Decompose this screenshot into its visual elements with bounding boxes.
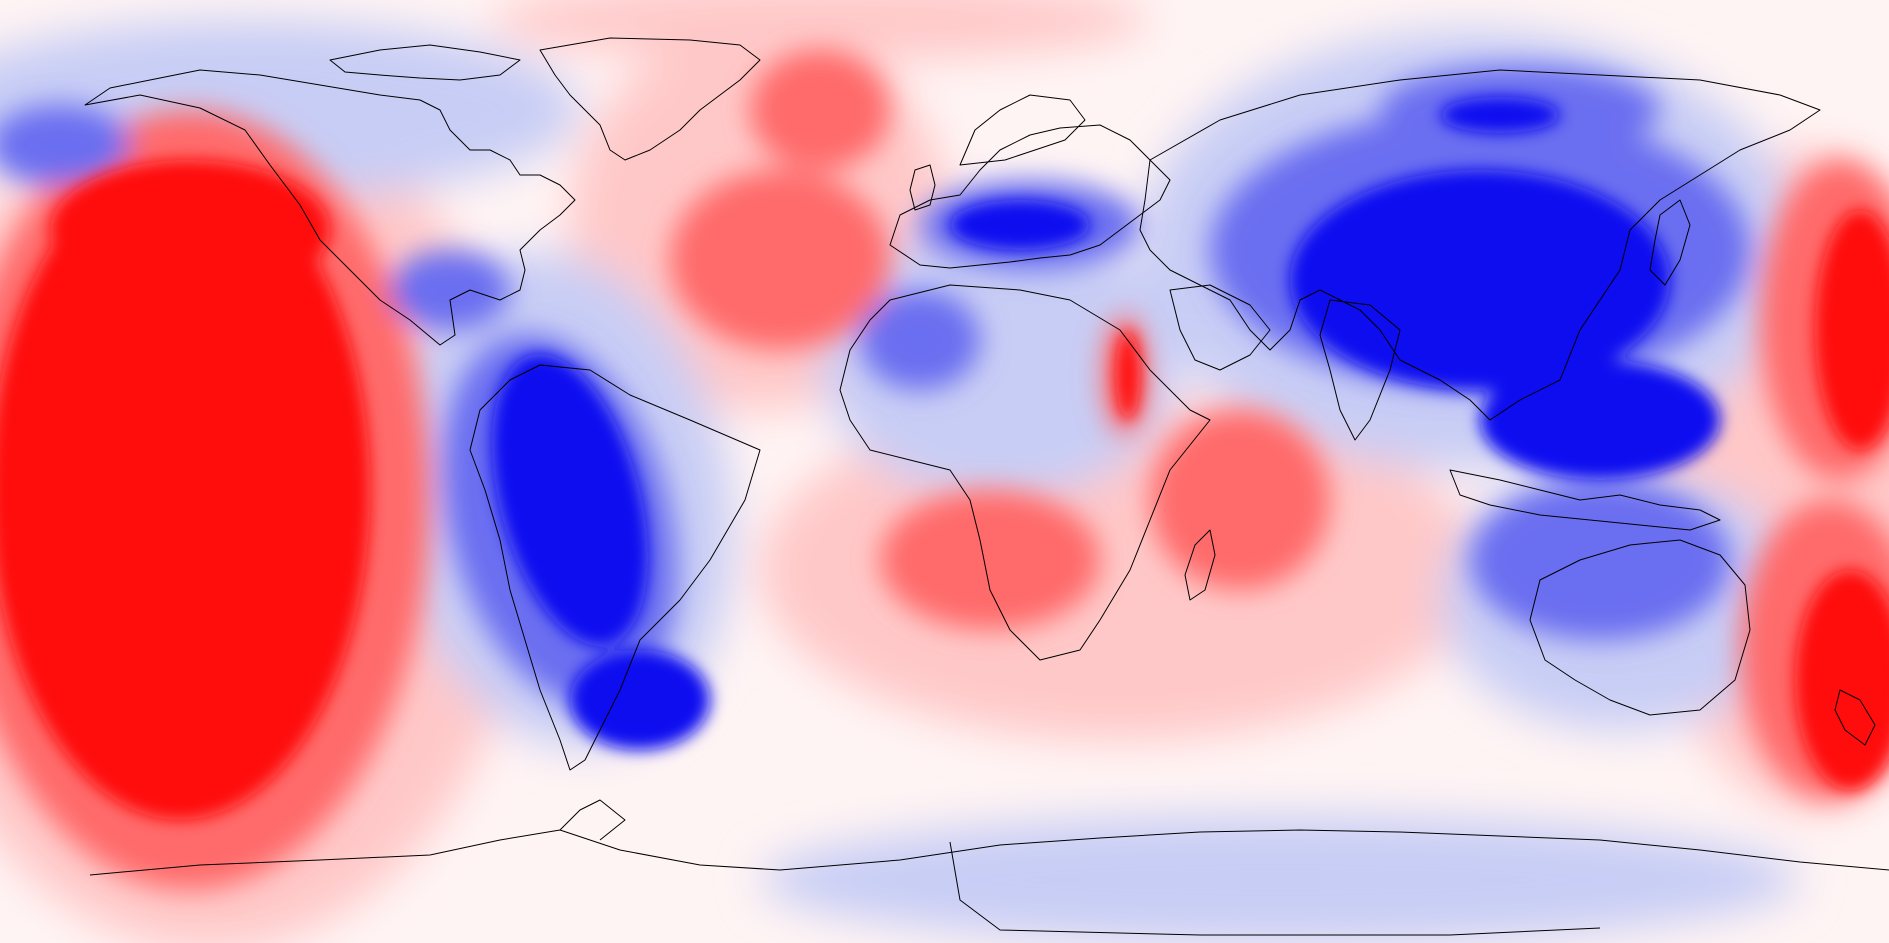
west-africa-negative-core [860,290,980,390]
indonesia-coast [1449,469,1721,531]
antarctica-ice-shelf [949,841,1601,936]
east-africa-strong-positive [1116,330,1140,420]
coastlines [84,37,1889,936]
australia-coast [1529,539,1751,716]
pacific-strong-positive-north [50,160,330,300]
antarctic-negative-halo [760,815,1800,943]
asia-coast [1139,69,1821,421]
australia-negative-core [1470,480,1730,640]
asia-strong-negative [1290,170,1670,390]
british-isles-coast [909,164,936,211]
arabia-coast [1169,284,1271,371]
arctic-positive-halo [490,0,1150,60]
greenland-coast [539,37,761,161]
north-america-coast [84,69,576,346]
arctic-islands-coast [329,44,521,81]
india-coast [1319,299,1401,441]
south-atlantic-positive-core [880,490,1100,630]
japan-coast [1649,199,1691,286]
gulf-of-mexico-negative-core [390,250,510,330]
patagonia-strong-negative [570,650,710,750]
alaska-negative-core [0,105,130,185]
southeast-asia-strong-negative [1480,360,1720,480]
madagascar-coast [1184,529,1216,601]
antarctica-coast [89,829,1889,876]
south-america-coast [469,364,761,771]
antarctic-peninsula-coast [559,799,626,841]
africa-negative-halo [820,220,1180,500]
europe-coast [889,124,1171,269]
indian-ocean-positive-core [1150,410,1330,590]
new-zealand-coast [1834,689,1876,746]
siberia-strong-negative [1440,97,1560,133]
mediterranean-strong-negative [950,200,1090,250]
south-america-strong-negative [492,353,648,647]
africa-coast [839,284,1211,661]
scandinavia-coast [959,94,1086,166]
southeast-pacific-strong-positive [1795,570,1889,790]
greenland-positive-core [750,50,890,170]
strong-anomaly-layer [0,97,1889,820]
pacific-strong-positive [0,160,370,820]
central-atlantic-positive-core [670,170,890,350]
east-pacific-strong-positive [1815,210,1889,450]
